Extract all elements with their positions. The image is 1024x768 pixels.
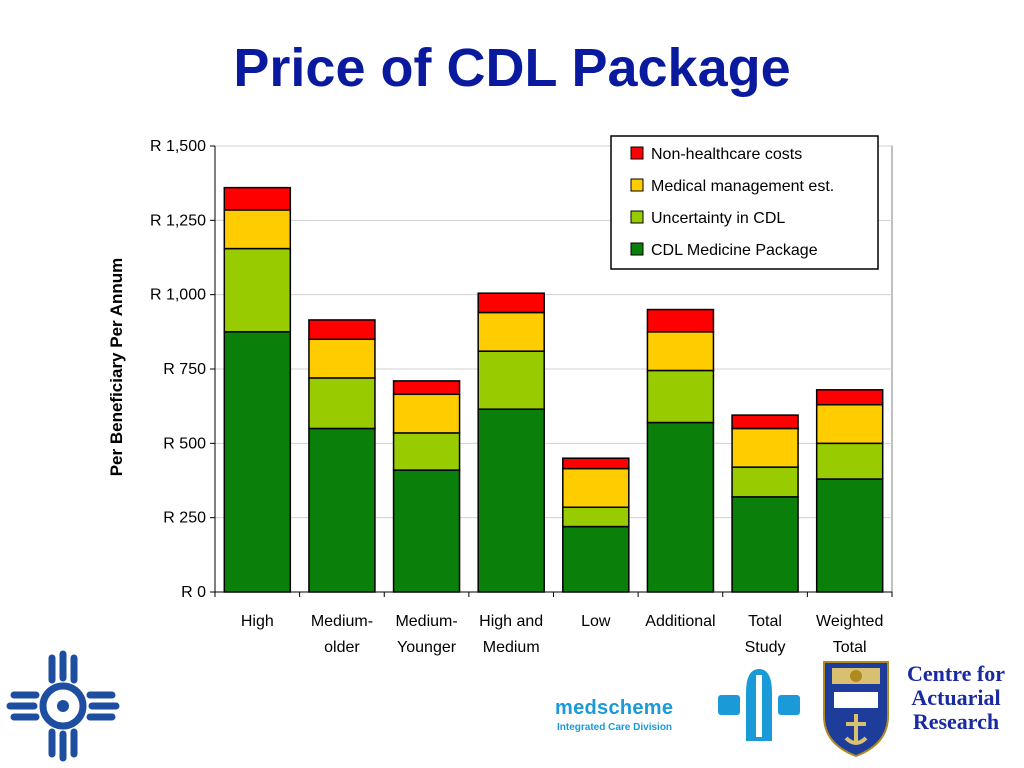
x-tick-label: Medium xyxy=(483,639,540,656)
bar-segment xyxy=(392,469,461,593)
bar-segment xyxy=(646,331,715,372)
bar-segment xyxy=(308,319,376,341)
bar-segment xyxy=(392,432,461,471)
legend-label: Uncertainty in CDL xyxy=(651,210,785,227)
medscheme-division: Integrated Care Division xyxy=(557,722,673,733)
y-tick-label: R 250 xyxy=(163,510,206,527)
y-tick-label: R 1,500 xyxy=(150,138,206,155)
bar-segment xyxy=(815,403,884,445)
bar-segment xyxy=(477,350,545,410)
bar-segment xyxy=(815,478,884,593)
bar-segment xyxy=(815,442,884,480)
bar-segment xyxy=(562,525,630,593)
legend-label: Medical management est. xyxy=(651,178,834,195)
uct-crest-logo xyxy=(823,661,889,758)
x-tick-label: Total xyxy=(748,613,782,630)
y-tick-label: R 500 xyxy=(163,435,206,452)
bar-segment xyxy=(646,369,715,424)
bar-segment xyxy=(223,186,292,211)
legend-swatch xyxy=(630,242,644,256)
y-tick-label: R 750 xyxy=(163,361,206,378)
x-tick-label: Weighted xyxy=(816,613,883,630)
bar-segment xyxy=(223,209,292,250)
x-tick-label: Additional xyxy=(645,613,715,630)
stacked-bar-chart: R 0 R 250 R 500 R 750 R 1,000 R 1,250 R 1,500 H… xyxy=(107,135,893,656)
x-tick-label: older xyxy=(324,639,360,656)
bar-segment xyxy=(308,377,376,430)
x-tick-label: Study xyxy=(745,639,786,656)
medscheme-name: medscheme xyxy=(555,697,674,719)
bar-segment xyxy=(308,427,376,593)
legend-box xyxy=(610,135,879,270)
bar-segment xyxy=(562,467,630,509)
x-tick-label: Medium- xyxy=(395,613,457,630)
legend-swatch xyxy=(630,146,644,160)
legend-label: CDL Medicine Package xyxy=(651,242,818,259)
bar-segment xyxy=(731,427,799,468)
slide-title: Price of CDL Package xyxy=(233,38,791,98)
y-tick-label: R 1,000 xyxy=(150,287,206,304)
bar-segment xyxy=(223,247,292,333)
bar-segment xyxy=(731,466,799,498)
bar-segment xyxy=(562,457,630,470)
bar-segment xyxy=(477,292,545,314)
y-tick-label: R 1,250 xyxy=(150,212,206,229)
bar-segment xyxy=(223,331,292,593)
bar-segment xyxy=(308,338,376,379)
bar-segment xyxy=(477,311,545,352)
cross-emblem-logo xyxy=(6,650,120,762)
x-tick-label: Medium- xyxy=(311,613,373,630)
medscheme-logo-mark xyxy=(718,669,800,741)
bar-segment xyxy=(815,389,884,406)
bar-segment xyxy=(392,393,461,434)
bar-segment xyxy=(477,408,545,593)
bar-segment xyxy=(646,308,715,333)
legend-label: Non-healthcare costs xyxy=(651,146,802,163)
centre-line-1: Centre for xyxy=(907,661,1005,686)
centre-line-2: Actuarial xyxy=(911,685,1001,710)
legend-swatch xyxy=(630,178,644,192)
x-tick-label: Low xyxy=(581,613,611,630)
legend-swatch xyxy=(630,210,644,224)
bar-segment xyxy=(646,421,715,593)
bar-segment xyxy=(731,414,799,430)
centre-for-actuarial-research: Centre for Actuarial Research xyxy=(892,662,1020,734)
x-tick-label: Total xyxy=(833,639,867,656)
y-axis-label: Per Beneficiary Per Annum xyxy=(107,258,126,477)
x-tick-label: Younger xyxy=(397,639,457,656)
bar-segment xyxy=(562,506,630,528)
centre-line-3: Research xyxy=(912,709,1000,734)
y-tick-label: R 0 xyxy=(181,584,206,601)
x-tick-label: High and xyxy=(479,613,543,630)
bar-segment xyxy=(731,496,799,593)
x-tick-label: High xyxy=(241,613,274,630)
bar-segment xyxy=(392,380,461,396)
